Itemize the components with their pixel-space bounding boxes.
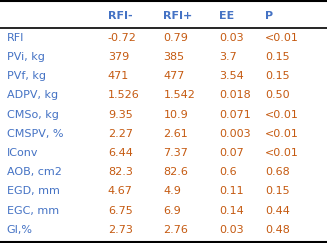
Text: EGD, mm: EGD, mm	[7, 186, 60, 196]
Text: GI,%: GI,%	[7, 225, 33, 235]
Text: 385: 385	[164, 52, 185, 62]
Text: 82.3: 82.3	[108, 167, 133, 177]
Text: 1.542: 1.542	[164, 90, 195, 100]
Text: 0.15: 0.15	[265, 52, 289, 62]
Text: <0.01: <0.01	[265, 110, 299, 120]
Text: CMSo, kg: CMSo, kg	[7, 110, 59, 120]
Text: 0.14: 0.14	[219, 206, 244, 216]
Text: 477: 477	[164, 71, 185, 81]
Text: IConv: IConv	[7, 148, 38, 158]
Text: 0.03: 0.03	[219, 33, 244, 43]
Text: 1.526: 1.526	[108, 90, 140, 100]
Text: 0.79: 0.79	[164, 33, 188, 43]
Text: 0.15: 0.15	[265, 186, 289, 196]
Text: 0.003: 0.003	[219, 129, 251, 139]
Text: 0.50: 0.50	[265, 90, 289, 100]
Text: 7.37: 7.37	[164, 148, 188, 158]
Text: 2.61: 2.61	[164, 129, 188, 139]
Text: CMSPV, %: CMSPV, %	[7, 129, 63, 139]
Text: PVf, kg: PVf, kg	[7, 71, 45, 81]
Text: 2.27: 2.27	[108, 129, 133, 139]
Text: 6.75: 6.75	[108, 206, 133, 216]
Text: 6.44: 6.44	[108, 148, 133, 158]
Text: 0.48: 0.48	[265, 225, 290, 235]
Text: 0.15: 0.15	[265, 71, 289, 81]
Text: -0.72: -0.72	[108, 33, 137, 43]
Text: 0.018: 0.018	[219, 90, 251, 100]
Text: <0.01: <0.01	[265, 33, 299, 43]
Text: P: P	[265, 11, 273, 21]
Text: 0.6: 0.6	[219, 167, 237, 177]
Text: 9.35: 9.35	[108, 110, 133, 120]
Text: 82.6: 82.6	[164, 167, 188, 177]
Text: 0.07: 0.07	[219, 148, 244, 158]
Text: 0.071: 0.071	[219, 110, 251, 120]
Text: EE: EE	[219, 11, 234, 21]
Text: 2.73: 2.73	[108, 225, 133, 235]
Text: 10.9: 10.9	[164, 110, 188, 120]
Text: PVi, kg: PVi, kg	[7, 52, 44, 62]
Text: RFI-: RFI-	[108, 11, 132, 21]
Text: 3.7: 3.7	[219, 52, 237, 62]
Text: RFI: RFI	[7, 33, 24, 43]
Text: 6.9: 6.9	[164, 206, 181, 216]
Text: 4.67: 4.67	[108, 186, 133, 196]
Text: ADPV, kg: ADPV, kg	[7, 90, 58, 100]
Text: RFI+: RFI+	[164, 11, 193, 21]
Text: 471: 471	[108, 71, 129, 81]
Text: 0.44: 0.44	[265, 206, 290, 216]
Text: <0.01: <0.01	[265, 129, 299, 139]
Text: 0.03: 0.03	[219, 225, 244, 235]
Text: 0.68: 0.68	[265, 167, 290, 177]
Text: 379: 379	[108, 52, 129, 62]
Text: 2.76: 2.76	[164, 225, 188, 235]
Text: 0.11: 0.11	[219, 186, 244, 196]
Text: <0.01: <0.01	[265, 148, 299, 158]
Text: EGC, mm: EGC, mm	[7, 206, 59, 216]
Text: 4.9: 4.9	[164, 186, 181, 196]
Text: 3.54: 3.54	[219, 71, 244, 81]
Text: AOB, cm2: AOB, cm2	[7, 167, 61, 177]
